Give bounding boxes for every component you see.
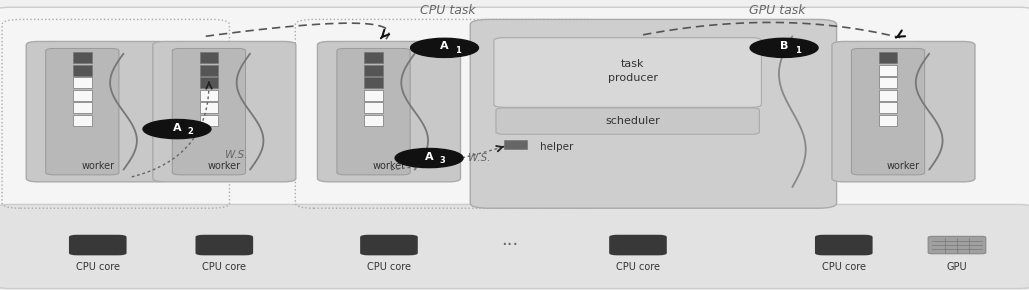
Text: CPU task: CPU task — [420, 4, 475, 17]
Bar — [73, 102, 92, 113]
Text: CPU core: CPU core — [203, 262, 246, 272]
Circle shape — [411, 38, 478, 57]
FancyBboxPatch shape — [496, 108, 759, 134]
Text: scheduler: scheduler — [605, 116, 661, 126]
FancyBboxPatch shape — [494, 38, 761, 107]
Bar — [364, 65, 383, 76]
Text: CPU core: CPU core — [822, 262, 865, 272]
Text: CPU core: CPU core — [367, 262, 411, 272]
Text: GPU task: GPU task — [749, 4, 805, 17]
Bar — [879, 65, 897, 76]
Bar — [364, 90, 383, 101]
Text: 2: 2 — [187, 127, 193, 136]
Bar — [200, 90, 218, 101]
FancyBboxPatch shape — [470, 19, 837, 208]
Text: 1: 1 — [794, 46, 801, 55]
FancyBboxPatch shape — [27, 41, 169, 182]
Bar — [879, 102, 897, 113]
Bar — [73, 115, 92, 126]
Text: A: A — [440, 41, 449, 51]
Text: 1: 1 — [455, 46, 461, 55]
Bar — [73, 90, 92, 101]
Text: CPU core: CPU core — [76, 262, 119, 272]
Text: worker: worker — [208, 161, 241, 171]
Text: worker: worker — [372, 161, 405, 171]
FancyBboxPatch shape — [69, 235, 127, 255]
FancyBboxPatch shape — [360, 235, 418, 255]
FancyBboxPatch shape — [172, 48, 246, 175]
FancyBboxPatch shape — [45, 48, 119, 175]
FancyBboxPatch shape — [815, 235, 873, 255]
Bar — [200, 102, 218, 113]
FancyBboxPatch shape — [0, 204, 1029, 289]
Bar — [200, 77, 218, 88]
FancyBboxPatch shape — [831, 41, 974, 182]
Text: worker: worker — [81, 161, 114, 171]
FancyBboxPatch shape — [928, 236, 986, 254]
Bar — [200, 52, 218, 63]
FancyBboxPatch shape — [317, 41, 461, 182]
Text: GPU: GPU — [947, 262, 967, 272]
Text: 3: 3 — [439, 156, 446, 165]
Bar — [200, 65, 218, 76]
Bar — [504, 140, 527, 149]
FancyBboxPatch shape — [0, 7, 1029, 213]
FancyBboxPatch shape — [152, 41, 296, 182]
Text: W.S.: W.S. — [225, 150, 248, 160]
Bar — [364, 102, 383, 113]
Bar — [364, 77, 383, 88]
Text: task
producer: task producer — [608, 59, 658, 83]
Bar — [879, 90, 897, 101]
FancyBboxPatch shape — [196, 235, 253, 255]
Bar — [200, 115, 218, 126]
Bar — [879, 115, 897, 126]
Text: CPU core: CPU core — [616, 262, 660, 272]
FancyBboxPatch shape — [851, 48, 925, 175]
FancyBboxPatch shape — [609, 235, 667, 255]
Text: A: A — [173, 123, 181, 133]
Bar — [73, 52, 92, 63]
Circle shape — [395, 148, 463, 168]
Text: helper: helper — [540, 142, 573, 152]
Bar — [73, 77, 92, 88]
Bar — [364, 52, 383, 63]
Text: worker: worker — [887, 161, 920, 171]
Text: ···: ··· — [501, 236, 518, 254]
Text: W.S.: W.S. — [468, 153, 491, 163]
Bar — [879, 77, 897, 88]
Bar — [364, 115, 383, 126]
Bar — [879, 52, 897, 63]
Circle shape — [750, 38, 818, 57]
Bar — [73, 65, 92, 76]
Text: B: B — [780, 41, 788, 51]
Text: A: A — [425, 152, 433, 162]
Circle shape — [143, 119, 211, 139]
FancyBboxPatch shape — [336, 48, 411, 175]
